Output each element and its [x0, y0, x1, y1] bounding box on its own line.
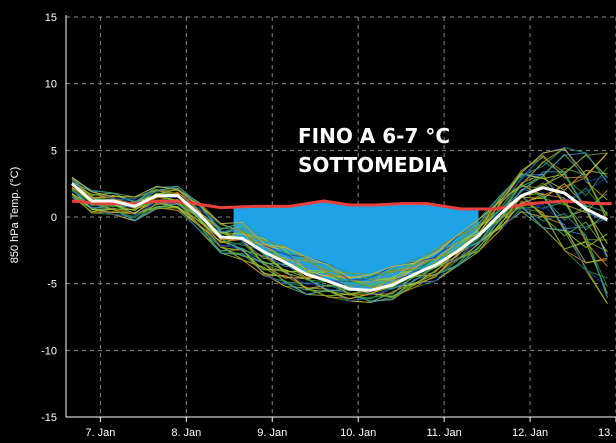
x-tick-label: 8. Jan	[171, 427, 201, 439]
ensemble-member-line	[71, 148, 608, 279]
y-tick-label: 5	[51, 145, 57, 157]
x-tick-label: 11. Jan	[426, 427, 461, 439]
series-layer	[71, 182, 612, 292]
annotation-line-2: SOTTOMEDIA	[298, 153, 448, 177]
y-axis-title: 850 hPa Temp. (°C)	[9, 167, 21, 264]
y-tick-label: 10	[45, 79, 57, 91]
ensemble-mean-line	[71, 182, 609, 292]
ensemble-member-line	[71, 152, 608, 275]
climatology-line	[71, 199, 612, 211]
x-tick-label: 7. Jan	[85, 427, 115, 439]
annotation-line-1: FINO A 6-7 °C	[298, 124, 450, 148]
y-tick-label: 15	[45, 12, 57, 24]
axis-layer: -15 -10 -5 0 5 10 15 7. Jan 8. Jan 9. Jan 10. Jan 1…	[41, 12, 616, 439]
x-tick-label: 10. Jan	[340, 427, 376, 439]
y-tick-label: 0	[51, 212, 57, 224]
x-tick-label: 12. Jan	[512, 427, 548, 439]
y-tick-label: -15	[41, 412, 57, 424]
x-tick-label: 13. Jan	[598, 427, 616, 439]
y-tick-label: -10	[41, 345, 57, 357]
y-tick-label: -5	[47, 279, 57, 291]
x-tick-label: 9. Jan	[257, 427, 287, 439]
